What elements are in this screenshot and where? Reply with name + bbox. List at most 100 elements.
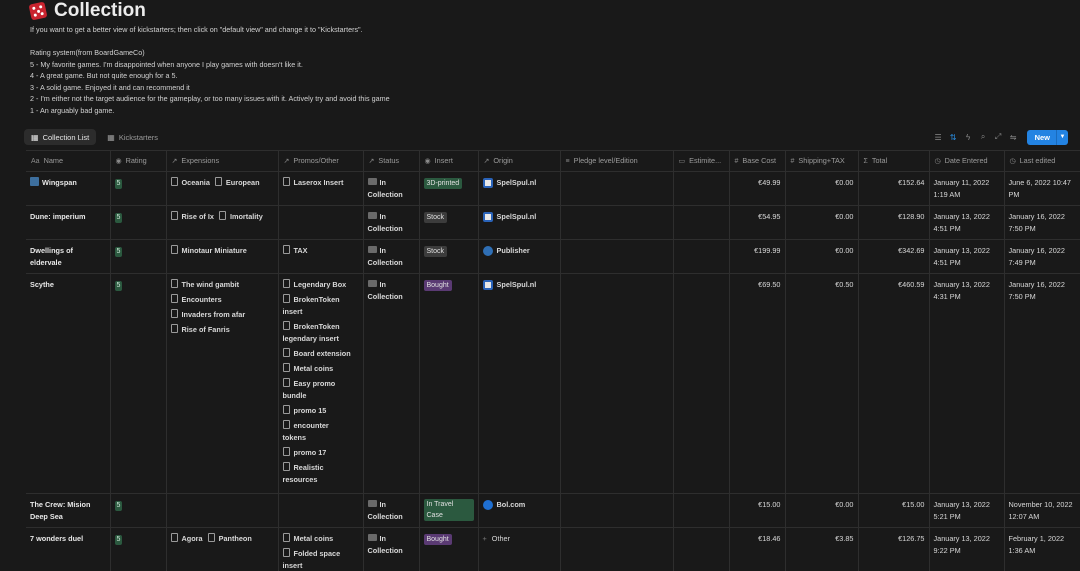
base-cost-cell[interactable]: €15.00 (729, 493, 786, 528)
name-cell[interactable]: Scythe (26, 273, 111, 494)
origin-link[interactable]: SpelSpul.nl (482, 211, 556, 223)
column-header[interactable]: ◉ Rating (110, 151, 167, 172)
rating-cell[interactable]: 5 (110, 527, 167, 571)
base-cost-cell[interactable]: €49.99 (729, 171, 786, 206)
expansion-link[interactable]: Invaders from afar (170, 308, 269, 321)
expand-icon[interactable]: ⤢ (994, 132, 1002, 141)
origin-cell[interactable]: SpelSpul.nl (478, 171, 561, 206)
new-button[interactable]: New ▼ (1026, 129, 1068, 145)
column-header[interactable]: ↗ Status (363, 151, 420, 172)
shipping-cell[interactable]: €0.00 (785, 239, 859, 274)
promo-link[interactable]: BrokenToken legendary insert (282, 320, 354, 345)
rating-cell[interactable]: 5 (110, 171, 167, 206)
promo-link[interactable]: Board extension (282, 347, 354, 360)
column-header[interactable]: Σ Total (858, 151, 930, 172)
table-row[interactable]: 7 wonders duel 5 Agora Pantheon Metal coins F… (26, 527, 1080, 571)
table-row[interactable]: The Crew: Mision Deep Sea 5 In Collection I… (26, 493, 1080, 528)
expansion-link[interactable]: Rise of Fanris (170, 323, 269, 336)
estimate-cell[interactable] (673, 171, 730, 206)
date-entered-cell[interactable]: January 13, 2022 4:31 PM (929, 273, 1005, 494)
filter-icon[interactable]: ☰ (934, 132, 942, 142)
estimate-cell[interactable] (673, 205, 730, 240)
origin-link[interactable]: Bol.com (482, 499, 556, 511)
sort-icon[interactable]: ⇅ (949, 132, 957, 142)
expansions-cell[interactable] (166, 493, 279, 528)
promos-cell[interactable] (278, 205, 364, 240)
total-cell[interactable]: €15.00 (858, 493, 930, 528)
date-entered-cell[interactable]: January 13, 2022 5:21 PM (929, 493, 1005, 528)
column-header[interactable]: ▭ Estimite... (673, 151, 730, 172)
insert-cell[interactable]: 3D-printed (419, 171, 479, 206)
total-cell[interactable]: €152.64 (858, 171, 930, 206)
tab-collection-list[interactable]: ▦ Collection List (24, 129, 97, 145)
promos-cell[interactable]: Laserox Insert (278, 171, 364, 206)
promo-link[interactable]: promo 17 (282, 446, 354, 459)
status-cell[interactable]: In Collection (363, 273, 420, 494)
expansion-link[interactable]: Imortality (218, 210, 263, 223)
insert-cell[interactable]: Stock (419, 239, 479, 274)
expansions-cell[interactable]: Minotaur Miniature (166, 239, 279, 274)
base-cost-cell[interactable]: €199.99 (729, 239, 786, 274)
promos-cell[interactable]: TAX (278, 239, 364, 274)
chevron-down-icon[interactable]: ▼ (1056, 129, 1068, 145)
column-header[interactable]: ↗ Origin (478, 151, 561, 172)
tab-kickstarters[interactable]: ▦ Kickstarters (100, 129, 165, 145)
promo-link[interactable]: Realistic resources (282, 461, 354, 486)
last-edited-cell[interactable]: February 1, 2022 1:36 AM (1004, 527, 1080, 571)
expansion-link[interactable]: Minotaur Miniature (170, 244, 247, 257)
promo-link[interactable]: BrokenToken insert (282, 293, 354, 318)
origin-cell[interactable]: Bol.com (478, 493, 561, 528)
status-cell[interactable]: In Collection (363, 171, 420, 206)
insert-cell[interactable]: Stock (419, 205, 479, 240)
origin-link[interactable]: SpelSpul.nl (482, 177, 556, 189)
pledge-cell[interactable] (560, 493, 674, 528)
date-entered-cell[interactable]: January 13, 2022 9:22 PM (929, 527, 1005, 571)
promo-link[interactable]: TAX (282, 244, 354, 257)
last-edited-cell[interactable]: November 10, 2022 12:07 AM (1004, 493, 1080, 528)
base-cost-cell[interactable]: €54.95 (729, 205, 786, 240)
estimate-cell[interactable] (673, 493, 730, 528)
column-header[interactable]: # Shipping+TAX (785, 151, 859, 172)
insert-cell[interactable]: In Travel Case (419, 493, 479, 528)
expansion-link[interactable]: European (214, 176, 260, 189)
column-header[interactable]: ◷ Date Entered (929, 151, 1005, 172)
estimate-cell[interactable] (673, 273, 730, 494)
pledge-cell[interactable] (560, 239, 674, 274)
column-header[interactable]: ◷ Last edited (1004, 151, 1080, 172)
promo-link[interactable]: Easy promo bundle (282, 377, 354, 402)
column-header[interactable]: ↗ Promos/Other (278, 151, 364, 172)
search-icon[interactable]: ⌕ (980, 132, 986, 141)
promo-link[interactable]: Legendary Box (282, 278, 354, 291)
status-cell[interactable]: In Collection (363, 493, 420, 528)
last-edited-cell[interactable]: January 16, 2022 7:50 PM (1004, 273, 1080, 494)
rating-cell[interactable]: 5 (110, 205, 167, 240)
insert-cell[interactable]: Bought (419, 527, 479, 571)
expansion-link[interactable]: Encounters (170, 293, 269, 306)
table-row[interactable]: Scythe 5 The wind gambit Encounters Invaders… (26, 273, 1080, 494)
expansions-cell[interactable]: Agora Pantheon (166, 527, 279, 571)
name-cell[interactable]: Dune: imperium (26, 205, 111, 240)
shipping-cell[interactable]: €0.00 (785, 205, 859, 240)
automation-icon[interactable]: ϟ (965, 132, 971, 142)
base-cost-cell[interactable]: €18.46 (729, 527, 786, 571)
promo-link[interactable]: Laserox Insert (282, 176, 354, 189)
table-row[interactable]: Dune: imperium 5 Rise of Ix Imortality In Co… (26, 205, 1080, 240)
base-cost-cell[interactable]: €69.50 (729, 273, 786, 494)
pledge-cell[interactable] (560, 205, 674, 240)
promos-cell[interactable]: Legendary Box BrokenToken insert BrokenTok… (278, 273, 364, 494)
name-cell[interactable]: The Crew: Mision Deep Sea (26, 493, 111, 528)
origin-link[interactable]: + Other (483, 533, 556, 545)
column-header[interactable]: Aa Name (26, 151, 111, 172)
expansion-link[interactable]: Pantheon (207, 532, 252, 545)
expansion-link[interactable]: Oceania (170, 176, 210, 189)
insert-cell[interactable]: Bought (419, 273, 479, 494)
origin-link[interactable]: Publisher (482, 245, 556, 257)
shipping-cell[interactable]: €3.85 (785, 527, 859, 571)
expansion-link[interactable]: Agora (170, 532, 203, 545)
origin-cell[interactable]: SpelSpul.nl (478, 273, 561, 494)
name-cell[interactable]: 7 wonders duel (26, 527, 111, 571)
column-header[interactable]: ↗ Expensions (166, 151, 279, 172)
total-cell[interactable]: €128.90 (858, 205, 930, 240)
name-cell[interactable]: Dwellings of eldervale (26, 239, 111, 274)
promo-link[interactable]: Folded space insert (282, 547, 354, 571)
